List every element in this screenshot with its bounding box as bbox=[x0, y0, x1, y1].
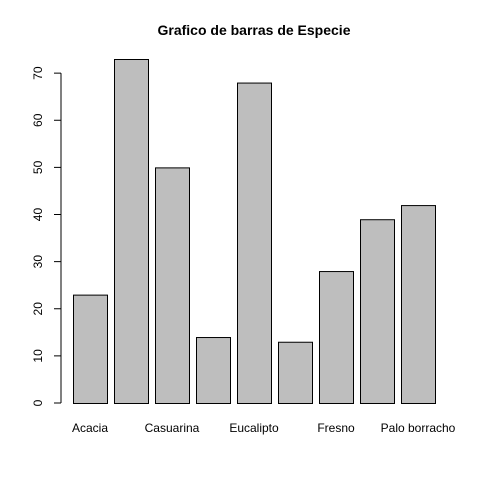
x-tick-label: Acacia bbox=[72, 421, 108, 435]
y-axis: 0 10 20 30 40 50 60 70 bbox=[31, 66, 62, 406]
bar bbox=[73, 294, 108, 404]
y-tick-label: 70 bbox=[31, 66, 45, 80]
chart-title: Grafico de barras de Especie bbox=[158, 22, 351, 38]
x-tick-label: Casuarina bbox=[145, 421, 200, 435]
bar bbox=[155, 167, 190, 404]
x-tick-label: Fresno bbox=[317, 421, 355, 435]
bar bbox=[114, 59, 149, 404]
x-tick-label: Eucalipto bbox=[229, 421, 279, 435]
bar bbox=[237, 82, 272, 404]
y-tick-label: 0 bbox=[31, 399, 45, 406]
bar bbox=[196, 337, 231, 405]
x-tick-label: Palo borracho bbox=[381, 421, 456, 435]
bar bbox=[278, 341, 313, 404]
bar bbox=[360, 219, 395, 404]
y-tick-label: 50 bbox=[31, 160, 45, 174]
y-tick-label: 60 bbox=[31, 113, 45, 127]
x-axis-labels: Acacia Casuarina Eucalipto Fresno Palo borra… bbox=[72, 421, 456, 435]
y-tick-label: 20 bbox=[31, 302, 45, 316]
y-tick-label: 40 bbox=[31, 208, 45, 222]
bar bbox=[319, 271, 354, 405]
bar bbox=[401, 205, 436, 404]
bars bbox=[73, 59, 436, 405]
y-tick-label: 30 bbox=[31, 255, 45, 269]
y-tick-label: 10 bbox=[31, 349, 45, 363]
